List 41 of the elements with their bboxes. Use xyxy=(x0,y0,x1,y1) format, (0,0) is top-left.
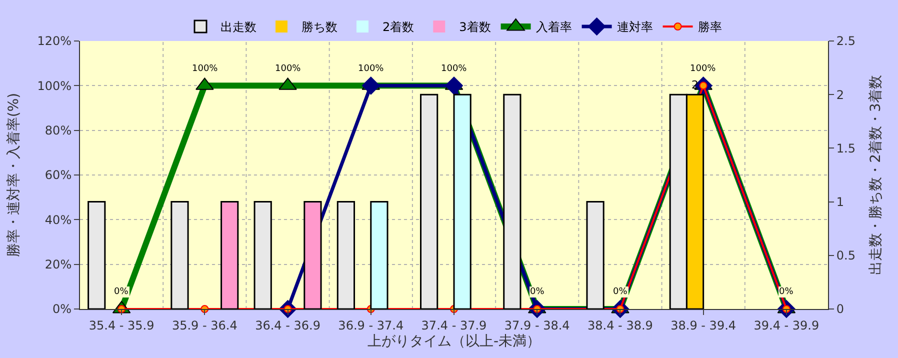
x-tick-label: 36.4 - 36.9 xyxy=(255,318,320,332)
x-tick-label: 38.9 - 39.4 xyxy=(670,318,736,332)
y-tick-label: 120% xyxy=(37,34,72,48)
legend-label: 勝率 xyxy=(698,20,722,34)
y2-tick-label: 2 xyxy=(836,88,844,102)
y-tick-label: 40% xyxy=(44,212,72,227)
x-tick-label: 38.4 - 38.9 xyxy=(588,318,653,332)
data-label: 0% xyxy=(613,287,628,297)
data-label: 100% xyxy=(690,64,716,74)
data-label: 100% xyxy=(275,64,302,74)
y2-tick-label: 0.5 xyxy=(836,248,856,263)
y2-tick-label: 1 xyxy=(836,195,844,209)
y2-tick-label: 1.5 xyxy=(836,141,856,156)
data-label: 100% xyxy=(358,64,384,74)
y-tick-label: 20% xyxy=(44,258,72,272)
legend-label: 連対率 xyxy=(616,20,653,34)
y2-tick-label: 2.5 xyxy=(836,34,856,48)
data-label: 100% xyxy=(441,64,468,74)
data-label: 100% xyxy=(192,64,218,74)
y-tick-label: 80% xyxy=(44,124,72,138)
y-tick-label: 60% xyxy=(44,168,72,182)
x-tick-label: 35.4 - 35.9 xyxy=(88,318,154,332)
legend-label: 出走数 xyxy=(220,20,256,34)
data-label: 0% xyxy=(114,287,129,297)
y2-tick-label: 0 xyxy=(836,302,844,316)
data-label: 0% xyxy=(530,287,545,297)
x-tick-label: 37.4 - 37.9 xyxy=(421,318,487,332)
legend-label: 3着数 xyxy=(459,20,491,34)
x-axis-title: 上がりタイム（以上-未満） xyxy=(367,334,541,350)
legend-label: 入着率 xyxy=(536,20,572,34)
y-tick-label: 100% xyxy=(37,78,72,93)
x-tick-label: 39.4 - 39.9 xyxy=(754,318,820,332)
y-tick-label: 0% xyxy=(52,302,72,316)
legend-label: 勝ち数 xyxy=(302,20,338,34)
y-axis-title: 勝率・連対率・入着率(%) xyxy=(6,92,22,258)
legend-label: 2着数 xyxy=(382,20,414,34)
x-tick-label: 35.9 - 36.4 xyxy=(172,318,238,332)
x-tick-label: 36.9 - 37.4 xyxy=(338,318,404,332)
y2-axis-title: 出走数・勝ち数・2着数・3着数 xyxy=(868,75,884,275)
x-tick-label: 37.9 - 38.4 xyxy=(504,318,570,332)
data-label: 0% xyxy=(779,287,794,297)
